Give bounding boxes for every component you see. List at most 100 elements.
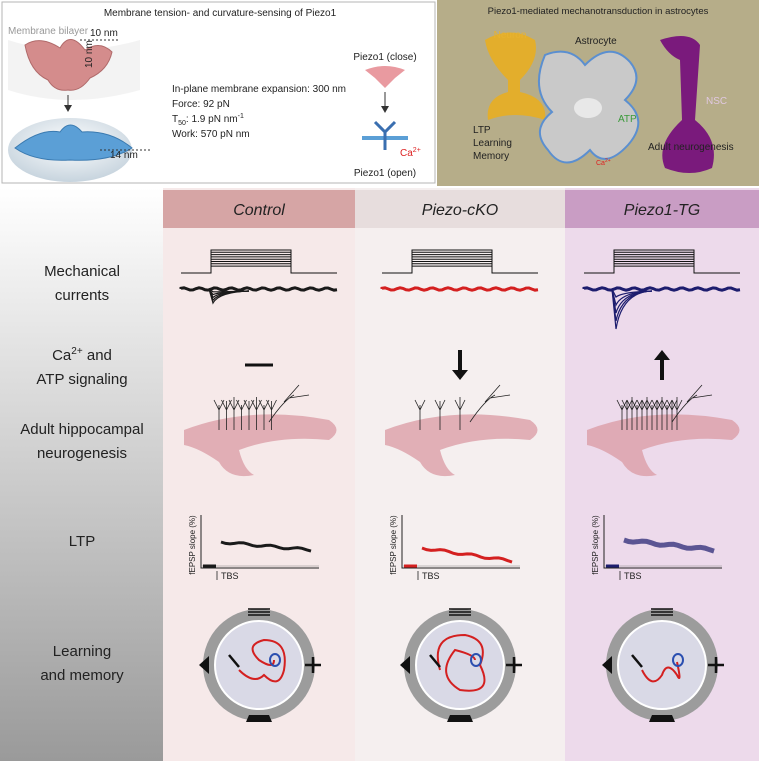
arrowhead [452, 370, 468, 380]
row-label: ATP signaling [36, 371, 127, 388]
outcome-ltp: LTP [473, 125, 491, 136]
tbs-label: TBS [422, 571, 440, 581]
start-arrow [631, 654, 643, 668]
ltp-axes [603, 515, 722, 569]
piezo-open-icon [373, 120, 397, 150]
column-header: Piezo1-TG [624, 202, 700, 219]
piezo-open-structure [14, 124, 133, 161]
expansion: In-plane membrane expansion: 300 nm [172, 84, 346, 95]
header-control [163, 190, 355, 228]
neurogenesis-label: Adult neurogenesis [648, 142, 734, 153]
neuron-cell [213, 399, 225, 430]
row-label: neurogenesis [37, 445, 127, 462]
hippocampus [385, 414, 538, 477]
maze-cue [199, 656, 209, 674]
row-label: Ca2+ and [52, 346, 112, 364]
neuron-cell [454, 397, 466, 430]
start-arrow [429, 654, 441, 668]
neuron-cell [251, 397, 262, 430]
maze-cue [602, 656, 612, 674]
outcome-memory: Memory [473, 151, 509, 162]
hippocampus [184, 414, 337, 477]
neuron-cell [258, 399, 270, 430]
maze-cue [400, 656, 410, 674]
start-arrow [228, 654, 240, 668]
current-response [208, 288, 250, 305]
swim-path [436, 633, 486, 692]
stimulus-step [382, 265, 538, 274]
maze-cue [447, 715, 473, 722]
ltp-axis-label: fEPSP slope (%) [389, 515, 398, 575]
ltp-axes [200, 515, 319, 569]
stimulus-step [584, 265, 740, 274]
stimulus-step [181, 265, 337, 274]
outcome-learning: Learning [473, 138, 512, 149]
right-title: Piezo1-mediated mechanotransduction in a… [488, 6, 709, 17]
piezo-closed-icon [365, 66, 405, 88]
row-label: Adult hippocampal [20, 421, 143, 438]
open-label: Piezo1 (open) [354, 168, 416, 179]
neuron-cell [434, 399, 446, 430]
tbs-label: TBS [221, 571, 239, 581]
maze-cue [246, 715, 272, 722]
neuron-cell [266, 399, 277, 430]
neuron-cell [671, 397, 683, 430]
platform [672, 653, 684, 667]
nsc-label: NSC [706, 96, 727, 107]
column-header: Piezo-cKO [422, 202, 498, 219]
current-response [611, 288, 653, 330]
tbs-label: TBS [624, 571, 642, 581]
ltp-axis-label: fEPSP slope (%) [188, 515, 197, 575]
ion-label: Ca2+ [596, 158, 611, 167]
ltp-trace [421, 546, 513, 564]
row-label: Mechanical [44, 263, 120, 280]
nsc-icon [660, 36, 714, 173]
current-trace [179, 286, 338, 292]
force: Force: 92 pN [172, 99, 230, 110]
platform [470, 653, 482, 667]
astrocyte-label: Astrocyte [575, 36, 617, 47]
swim-path [641, 661, 681, 683]
neuron-cell [268, 384, 310, 423]
arrowhead [381, 106, 389, 113]
header-tg [565, 190, 759, 228]
row-label: LTP [69, 533, 95, 550]
current-trace [582, 286, 741, 292]
atp-label: ATP [618, 114, 637, 125]
current-trace [380, 286, 539, 292]
swim-path [238, 638, 286, 683]
width-label: 10 nm [90, 28, 118, 39]
closed-label: Piezo1 (close) [353, 52, 416, 63]
work: Work: 570 pN nm [172, 129, 250, 140]
maze-pool [617, 620, 707, 710]
nucleus [574, 98, 602, 118]
neuron-cell [228, 397, 240, 430]
ltp-trace [220, 540, 312, 553]
row-label: and memory [40, 667, 124, 684]
row-label: currents [55, 287, 109, 304]
neuron-label: Neuron [494, 30, 527, 41]
row-label-column [0, 188, 163, 761]
neuron-icon [485, 32, 546, 120]
piezo-closed-structure [24, 39, 113, 91]
hippocampus [587, 414, 740, 477]
platform [269, 653, 281, 667]
left-title: Membrane tension- and curvature-sensing … [104, 8, 337, 19]
ltp-axis-label: fEPSP slope (%) [591, 515, 600, 575]
neuron-cell [671, 384, 713, 423]
maze-cue [305, 657, 321, 673]
ltp-trace [623, 537, 715, 554]
arrowhead [64, 105, 72, 112]
row-label: Learning [53, 643, 111, 660]
header-cko [355, 190, 565, 228]
maze-cue [708, 657, 724, 673]
neuron-cell [243, 399, 255, 430]
maze-cue [506, 657, 522, 673]
t50: T50: 1.9 pN nm-1 [172, 113, 244, 127]
neuron-cell [221, 399, 232, 430]
arrowhead [654, 350, 670, 360]
neuron-cell [469, 384, 511, 423]
membrane-label: Membrane bilayer [8, 26, 89, 37]
